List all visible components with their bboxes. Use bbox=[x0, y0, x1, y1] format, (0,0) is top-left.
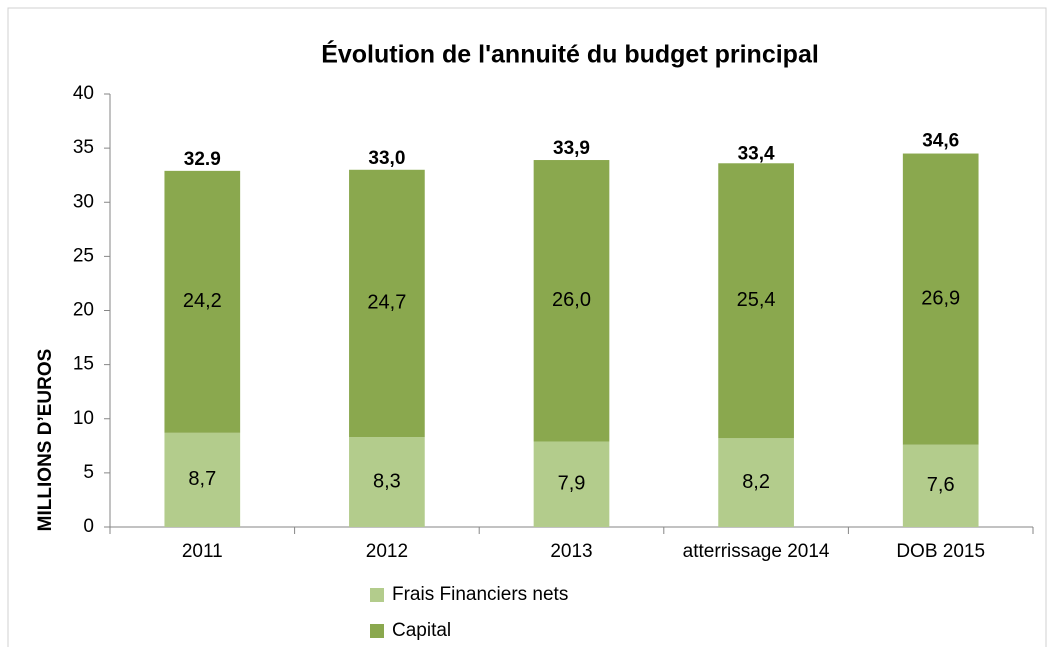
y-tick-label: 5 bbox=[83, 462, 94, 483]
total-label: 33,4 bbox=[738, 143, 775, 164]
y-tick-label: 15 bbox=[73, 354, 94, 375]
bar-segment bbox=[533, 441, 610, 527]
x-tick-label: 2013 bbox=[550, 541, 592, 562]
x-tick-label: DOB 2015 bbox=[896, 541, 985, 562]
y-tick-label: 35 bbox=[73, 137, 94, 158]
data-label: 7,6 bbox=[927, 474, 955, 496]
data-label: 8,2 bbox=[742, 471, 770, 493]
legend-swatch bbox=[370, 588, 384, 602]
data-label: 24,2 bbox=[183, 290, 222, 312]
total-label: 33,9 bbox=[553, 138, 590, 159]
data-label: 7,9 bbox=[558, 473, 586, 495]
bar-segment bbox=[349, 169, 425, 438]
legend-label: Capital bbox=[392, 620, 451, 641]
legend-swatch bbox=[370, 624, 384, 638]
total-label: 33,0 bbox=[368, 148, 405, 169]
y-tick-label: 30 bbox=[73, 191, 94, 212]
data-label: 25,4 bbox=[737, 289, 776, 311]
chart-frame bbox=[7, 7, 1047, 647]
legend-label: Frais Financiers nets bbox=[392, 584, 568, 605]
data-label: 24,7 bbox=[367, 292, 406, 314]
bar-segment bbox=[902, 153, 979, 445]
bar-segment bbox=[164, 432, 241, 527]
x-tick-label: 2012 bbox=[366, 541, 408, 562]
x-tick-label: 2011 bbox=[182, 541, 223, 562]
y-axis-label: MILLIONS D’EUROS bbox=[35, 349, 56, 532]
bar-segment bbox=[718, 438, 794, 527]
y-tick-label: 0 bbox=[83, 516, 94, 537]
y-tick-label: 20 bbox=[73, 300, 94, 321]
bar-segment bbox=[902, 444, 979, 527]
data-label: 8,3 bbox=[373, 470, 401, 492]
y-tick-label: 10 bbox=[73, 408, 94, 429]
bar-segment bbox=[533, 160, 610, 442]
total-label: 32.9 bbox=[184, 149, 221, 170]
y-tick-label: 40 bbox=[73, 83, 94, 104]
data-label: 26,0 bbox=[552, 289, 591, 311]
x-tick-label: atterrissage 2014 bbox=[683, 541, 830, 562]
bar-segment bbox=[718, 163, 794, 439]
data-label: 26,9 bbox=[921, 287, 960, 309]
bar-segment bbox=[349, 437, 425, 527]
y-tick-label: 25 bbox=[73, 245, 94, 266]
bar-segment bbox=[164, 170, 241, 433]
data-label: 8,7 bbox=[188, 468, 216, 490]
chart-title: Évolution de l'annuité du budget princip… bbox=[321, 40, 819, 69]
total-label: 34,6 bbox=[922, 130, 959, 151]
